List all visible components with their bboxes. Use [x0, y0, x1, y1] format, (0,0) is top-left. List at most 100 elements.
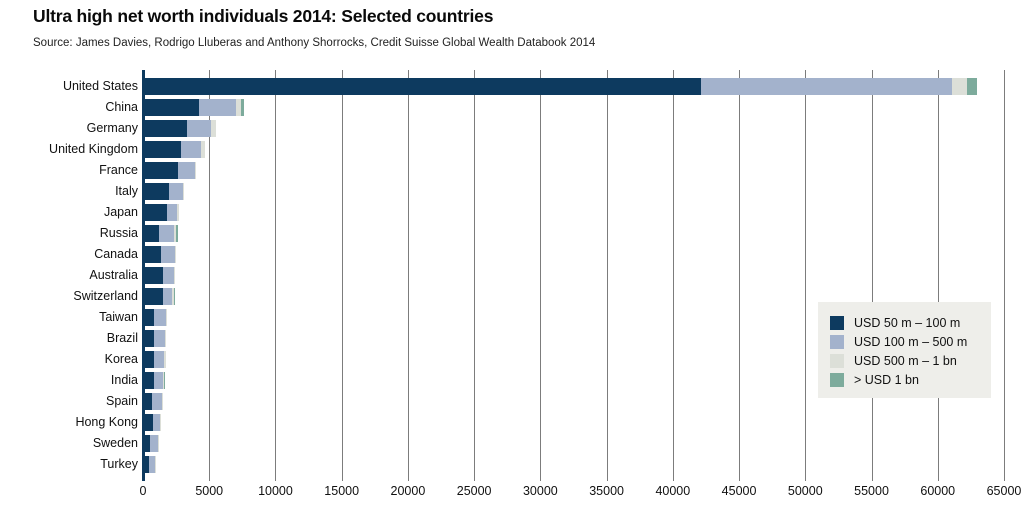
- gridline-x-65000: [1003, 70, 1005, 481]
- bar-segment-china--usd-1-bn: [241, 99, 244, 116]
- bar-segment-united-kingdom-usd-100-m-500-m: [180, 141, 202, 158]
- x-tick-label-65000: 65000: [986, 484, 1022, 498]
- gridline-x-50000: [804, 70, 806, 481]
- legend-label: > USD 1 bn: [854, 372, 919, 387]
- category-label-russia: Russia: [99, 226, 138, 240]
- category-label-united-kingdom: United Kingdom: [49, 142, 138, 156]
- bar-segment-united-states-usd-100-m-500-m: [700, 78, 953, 95]
- bar-row-brazil: [143, 330, 167, 347]
- bar-segment-sweden-usd-50-m-100-m: [143, 435, 151, 452]
- bar-segment-italy-usd-50-m-100-m: [143, 183, 170, 200]
- bar-segment-united-states-usd-500-m-1-bn: [952, 78, 967, 95]
- bar-segment-china-usd-50-m-100-m: [143, 99, 199, 116]
- bar-row-sweden: [143, 435, 159, 452]
- bar-segment-korea-usd-500-m-1-bn: [164, 351, 166, 368]
- bar-segment-russia-usd-500-m-1-bn: [174, 225, 177, 242]
- category-label-spain: Spain: [106, 394, 138, 408]
- bar-row-united-states: [143, 78, 978, 95]
- x-tick-label-20000: 20000: [390, 484, 426, 498]
- bar-segment-italy-usd-500-m-1-bn: [182, 183, 185, 200]
- gridline-x-30000: [539, 70, 541, 481]
- bar-segment-australia-usd-500-m-1-bn: [174, 267, 175, 284]
- category-label-korea: Korea: [104, 352, 138, 366]
- category-label-india: India: [110, 373, 138, 387]
- bar-row-taiwan: [143, 309, 167, 326]
- category-label-china: China: [105, 100, 138, 114]
- bar-segment-united-states--usd-1-bn: [966, 78, 978, 95]
- legend-swatch-icon: [830, 334, 844, 349]
- bar-row-japan: [143, 204, 179, 221]
- bar-segment-spain-usd-100-m-500-m: [151, 393, 162, 410]
- bar-segment-germany-usd-500-m-1-bn: [210, 120, 216, 137]
- bar-segment-russia-usd-50-m-100-m: [143, 225, 159, 242]
- bar-row-china: [143, 99, 244, 116]
- gridline-x-20000: [407, 70, 409, 481]
- gridline-x-5000: [208, 70, 210, 481]
- legend-swatch-icon: [830, 315, 844, 330]
- category-label-united-states: United States: [62, 79, 138, 93]
- bar-segment-switzerland-usd-100-m-500-m: [162, 288, 173, 305]
- legend-box: USD 50 m – 100 m USD 100 m – 500 m USD 500…: [818, 302, 991, 398]
- bar-segment-india--usd-1-bn: [164, 372, 165, 389]
- bar-row-switzerland: [143, 288, 175, 305]
- x-tick-label-45000: 45000: [721, 484, 757, 498]
- bar-segment-switzerland-usd-500-m-1-bn: [172, 288, 175, 305]
- bar-segment-brazil-usd-500-m-1-bn: [164, 330, 167, 347]
- category-label-germany: Germany: [86, 121, 138, 135]
- category-label-turkey: Turkey: [100, 457, 138, 471]
- bar-segment-australia-usd-50-m-100-m: [143, 267, 163, 284]
- bar-segment-japan-usd-500-m-1-bn: [176, 204, 179, 221]
- bar-segment-france-usd-500-m-1-bn: [194, 162, 196, 179]
- bar-segment-sweden-usd-100-m-500-m: [150, 435, 158, 452]
- legend-label: USD 500 m – 1 bn: [854, 353, 957, 368]
- bar-segment-switzerland--usd-1-bn: [174, 288, 175, 305]
- plot-area: [142, 70, 1005, 481]
- bar-segment-canada-usd-500-m-1-bn: [174, 246, 177, 263]
- chart-title: Ultra high net worth individuals 2014: S…: [33, 6, 494, 26]
- category-label-canada: Canada: [94, 247, 138, 261]
- x-tick-label-15000: 15000: [324, 484, 360, 498]
- category-label-australia: Australia: [89, 268, 138, 282]
- bar-row-united-kingdom: [143, 141, 206, 158]
- bar-segment-canada-usd-100-m-500-m: [160, 246, 175, 263]
- bar-segment-hong-kong-usd-500-m-1-bn: [159, 414, 161, 431]
- bar-segment-australia-usd-100-m-500-m: [162, 267, 175, 284]
- bar-segment-germany-usd-100-m-500-m: [187, 120, 211, 137]
- bar-row-spain: [143, 393, 163, 410]
- bar-row-germany: [143, 120, 216, 137]
- legend-label: USD 50 m – 100 m: [854, 315, 961, 330]
- bar-segment-turkey-usd-500-m-1-bn: [154, 456, 157, 473]
- bar-segment-china-usd-500-m-1-bn: [236, 99, 241, 116]
- x-tick-label-25000: 25000: [456, 484, 492, 498]
- bar-row-france: [143, 162, 196, 179]
- category-label-taiwan: Taiwan: [99, 310, 138, 324]
- category-label-france: France: [99, 163, 138, 177]
- bar-segment-brazil-usd-100-m-500-m: [154, 330, 165, 347]
- bar-segment-taiwan-usd-500-m-1-bn: [166, 309, 167, 326]
- legend-swatch-icon: [830, 372, 844, 387]
- bar-segment-sweden-usd-500-m-1-bn: [157, 435, 159, 452]
- bar-segment-taiwan-usd-100-m-500-m: [153, 309, 167, 326]
- x-tick-label-40000: 40000: [655, 484, 691, 498]
- x-tick-label-5000: 5000: [195, 484, 224, 498]
- x-tick-label-0: 0: [139, 484, 147, 498]
- bar-segment-united-kingdom-usd-50-m-100-m: [143, 141, 181, 158]
- bar-segment-india-usd-100-m-500-m: [154, 372, 163, 389]
- bar-segment-hong-kong-usd-100-m-500-m: [152, 414, 160, 431]
- bar-segment-india-usd-50-m-100-m: [143, 372, 155, 389]
- x-tick-label-35000: 35000: [589, 484, 624, 498]
- bar-row-russia: [143, 225, 179, 242]
- category-label-switzerland: Switzerland: [73, 289, 138, 303]
- gridline-x-40000: [672, 70, 674, 481]
- bar-segment-united-states-usd-50-m-100-m: [143, 78, 701, 95]
- bar-segment-japan-usd-50-m-100-m: [143, 204, 167, 221]
- bar-segment-france-usd-50-m-100-m: [143, 162, 179, 179]
- bar-row-australia: [143, 267, 175, 284]
- bar-segment-canada-usd-50-m-100-m: [143, 246, 161, 263]
- bar-segment-hong-kong-usd-50-m-100-m: [143, 414, 153, 431]
- gridline-x-45000: [738, 70, 740, 481]
- bar-segment-india-usd-500-m-1-bn: [162, 372, 165, 389]
- bar-segment-brazil-usd-50-m-100-m: [143, 330, 155, 347]
- bar-segment-russia--usd-1-bn: [176, 225, 179, 242]
